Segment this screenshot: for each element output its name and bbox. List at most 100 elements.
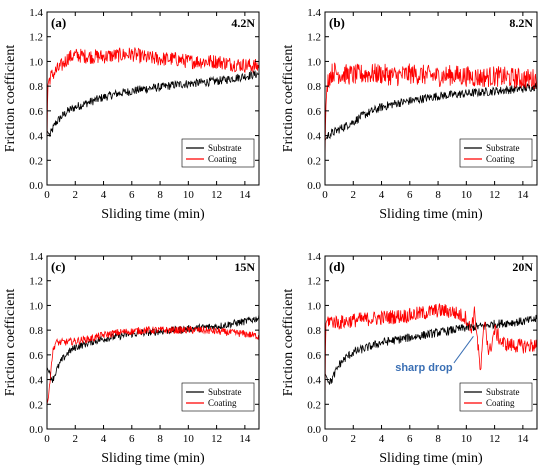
x-tick-label: 6 [407, 189, 413, 201]
x-tick-label: 14 [239, 189, 251, 201]
y-tick-label: 0.8 [307, 81, 321, 93]
y-tick-label: 0.4 [29, 375, 43, 387]
x-tick-label: 14 [239, 433, 251, 445]
x-tick-label: 10 [461, 189, 473, 201]
x-tick-label: 10 [461, 433, 473, 445]
panel-d: 0 2 4 6 8 10 12 14 0.0 0.2 0.4 0.6 0.8 1.0 1.2 1.4 Slidi… [281, 251, 538, 466]
panel-label: (c) [51, 259, 65, 274]
x-tick-label: 12 [489, 433, 500, 445]
x-tick-label: 8 [157, 189, 163, 201]
annotation-arrow [453, 336, 474, 364]
plot-frame [46, 11, 260, 186]
y-tick-label: 1.4 [29, 251, 43, 263]
series-line-coating [47, 47, 259, 148]
panel-b: 0 2 4 6 8 10 12 14 0.0 0.2 0.4 0.6 0.8 1.0 1.2 1.4 Slidi… [281, 7, 538, 222]
y-tick-label: 0.6 [307, 106, 321, 118]
load-label: 20N [512, 260, 533, 274]
legend-label-coating: Coating [208, 398, 237, 408]
x-axis-title: Sliding time (min) [101, 207, 205, 222]
y-axis-title: Friction coefficient [281, 45, 296, 153]
series-line-substrate [47, 69, 259, 137]
y-tick-label: 1.0 [307, 300, 321, 312]
y-tick-label: 0.8 [307, 325, 321, 337]
y-tick-label: 1.4 [307, 251, 321, 263]
legend-box [459, 138, 533, 168]
x-tick-label: 8 [435, 433, 441, 445]
load-label: 15N [234, 260, 255, 274]
legend-label-substrate: Substrate [486, 143, 520, 153]
series-line-coating [325, 303, 537, 405]
x-tick-label: 2 [351, 433, 357, 445]
y-tick-label: 1.0 [29, 56, 43, 68]
y-axis-title: Friction coefficient [3, 45, 18, 153]
y-tick-label: 0.6 [29, 106, 43, 118]
x-axis-title: Sliding time (min) [101, 451, 205, 466]
y-tick-label: 0.0 [29, 424, 43, 436]
panel-c: 0 2 4 6 8 10 12 14 0.0 0.2 0.4 0.6 0.8 1.0 1.2 1.4 Slidi… [3, 251, 260, 466]
x-tick-label: 0 [322, 189, 328, 201]
y-axis-title: Friction coefficient [281, 289, 296, 397]
series-line-substrate [325, 314, 537, 385]
x-tick-label: 14 [517, 433, 529, 445]
legend-box [181, 382, 255, 412]
x-tick-label: 2 [351, 189, 357, 201]
x-tick-label: 4 [101, 189, 107, 201]
x-tick-label: 10 [183, 433, 195, 445]
y-tick-label: 1.2 [29, 276, 43, 288]
y-tick-label: 1.4 [307, 7, 321, 19]
load-label: 8.2N [509, 16, 533, 30]
legend-label-substrate: Substrate [486, 387, 520, 397]
y-tick-label: 0.0 [29, 180, 43, 192]
x-tick-label: 6 [129, 189, 135, 201]
y-tick-label: 0.8 [29, 81, 43, 93]
legend-label-coating: Coating [208, 154, 237, 164]
plot-frame [324, 255, 538, 430]
series-line-substrate [47, 314, 259, 383]
y-tick-label: 1.4 [29, 7, 43, 19]
y-tick-label: 0.0 [307, 180, 321, 192]
x-axis-title: Sliding time (min) [379, 207, 483, 222]
panel-label: (a) [51, 15, 66, 30]
y-tick-label: 0.6 [29, 350, 43, 362]
x-tick-label: 6 [407, 433, 413, 445]
legend-box [181, 138, 255, 168]
legend-label-substrate: Substrate [208, 143, 242, 153]
y-tick-label: 0.4 [307, 131, 321, 143]
x-tick-label: 2 [73, 433, 79, 445]
y-tick-label: 1.2 [29, 32, 43, 44]
panel-label: (d) [329, 259, 345, 274]
x-tick-label: 14 [517, 189, 529, 201]
x-tick-label: 10 [183, 189, 195, 201]
x-tick-label: 0 [44, 433, 50, 445]
y-tick-label: 0.4 [29, 131, 43, 143]
series-line-coating [325, 62, 537, 161]
x-tick-label: 12 [489, 189, 500, 201]
x-tick-label: 8 [435, 189, 441, 201]
x-tick-label: 12 [211, 189, 222, 201]
y-tick-label: 1.2 [307, 276, 321, 288]
plot-frame [46, 255, 260, 430]
series-line-substrate [325, 81, 537, 141]
legend-label-coating: Coating [486, 154, 515, 164]
x-tick-label: 12 [211, 433, 222, 445]
x-tick-label: 4 [379, 189, 385, 201]
y-tick-label: 0.2 [307, 399, 321, 411]
series-line-coating [47, 325, 259, 405]
y-tick-label: 0.6 [307, 350, 321, 362]
y-tick-label: 1.0 [307, 56, 321, 68]
load-label: 4.2N [231, 16, 255, 30]
x-tick-label: 8 [157, 433, 163, 445]
y-tick-label: 0.2 [29, 399, 43, 411]
x-axis-title: Sliding time (min) [379, 451, 483, 466]
y-tick-label: 0.4 [307, 375, 321, 387]
x-tick-label: 0 [44, 189, 50, 201]
panel-a: 0 2 4 6 8 10 12 14 0.0 0.2 0.4 0.6 0.8 1.0 1.2 1.4 Slidi… [3, 7, 260, 222]
legend-label-coating: Coating [486, 398, 515, 408]
y-tick-label: 0.8 [29, 325, 43, 337]
legend-box [459, 382, 533, 412]
panel-label: (b) [329, 15, 345, 30]
y-tick-label: 1.0 [29, 300, 43, 312]
x-tick-label: 0 [322, 433, 328, 445]
annotation-label: sharp drop [395, 362, 453, 374]
